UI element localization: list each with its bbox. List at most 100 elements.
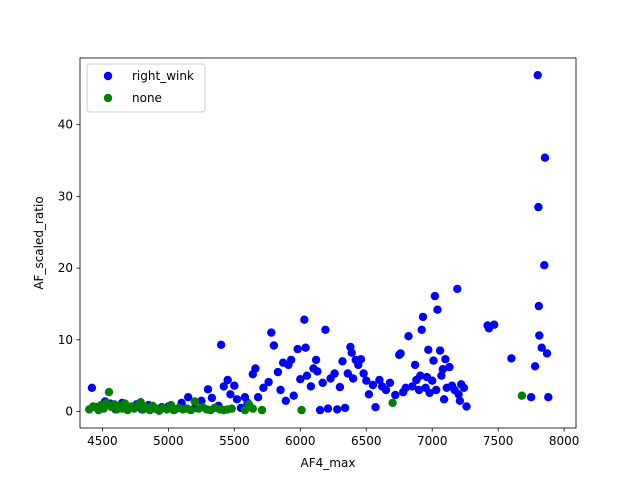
data-point-right_wink-75 <box>368 380 378 390</box>
data-point-right_wink-50 <box>302 371 312 380</box>
data-point-right_wink-113 <box>454 390 463 399</box>
data-point-right_wink-19 <box>197 396 206 405</box>
data-point-right_wink-85 <box>401 383 410 392</box>
data-point-right_wink-44 <box>286 355 296 365</box>
data-point-right_wink-33 <box>251 364 260 373</box>
data-point-right_wink-42 <box>281 396 290 405</box>
data-point-right_wink-93 <box>418 312 428 322</box>
data-point-right_wink-61 <box>333 405 342 414</box>
data-point-right_wink-104 <box>437 371 446 380</box>
data-point-right_wink-0 <box>87 383 97 392</box>
data-point-right_wink-92 <box>417 325 426 334</box>
data-point-right_wink-28 <box>232 395 242 404</box>
data-point-right_wink-54 <box>313 367 322 376</box>
data-point-right_wink-81 <box>391 390 400 400</box>
y-axis-title: AF_scaled_ratio <box>32 196 46 289</box>
data-point-right_wink-112 <box>453 284 462 294</box>
data-point-right_wink-90 <box>414 385 424 395</box>
ticks-layer: 4500 5000 5500 6000 6500 7000 7500 8000 0 10 20 30 4… <box>58 118 580 448</box>
data-point-right_wink-17 <box>184 393 193 402</box>
data-point-right_wink-73 <box>362 376 371 385</box>
data-point-none-41 <box>227 404 236 413</box>
data-point-right_wink-91 <box>416 371 425 380</box>
data-point-right_wink-60 <box>330 369 339 378</box>
y-tick-label: 0 <box>65 405 73 419</box>
data-point-right_wink-27 <box>230 381 239 390</box>
data-point-right_wink-40 <box>276 385 285 395</box>
data-point-right_wink-114 <box>455 396 465 405</box>
x-tick-label: 8000 <box>549 434 580 448</box>
x-axis-title: AF4_max <box>301 456 356 470</box>
data-point-right_wink-116 <box>459 383 469 392</box>
data-point-right_wink-100 <box>430 291 440 301</box>
data-point-right_wink-55 <box>315 405 325 415</box>
y-tick-label: 40 <box>58 118 73 132</box>
data-point-right_wink-23 <box>216 340 226 349</box>
data-point-right_wink-35 <box>259 383 268 392</box>
legend-label-none: none <box>132 91 162 105</box>
data-point-right_wink-67 <box>347 348 356 357</box>
data-point-right_wink-74 <box>364 390 374 399</box>
legend-label-right_wink: right_wink <box>132 69 194 83</box>
data-point-right_wink-20 <box>203 385 213 394</box>
data-point-none-17 <box>136 398 145 407</box>
data-point-right_wink-120 <box>490 320 499 329</box>
data-point-right_wink-68 <box>348 374 358 383</box>
data-point-right_wink-106 <box>439 395 449 404</box>
plot-area-frame <box>79 57 577 429</box>
data-point-right_wink-126 <box>534 301 543 311</box>
data-point-right_wink-64 <box>340 403 350 413</box>
data-point-right_wink-47 <box>296 375 305 384</box>
data-point-right_wink-57 <box>321 325 330 334</box>
data-point-right_wink-87 <box>408 382 417 391</box>
data-point-right_wink-26 <box>226 390 235 399</box>
data-point-right_wink-38 <box>269 341 279 350</box>
data-point-right_wink-109 <box>445 362 454 372</box>
series-none <box>85 387 527 415</box>
data-point-right_wink-71 <box>356 355 366 364</box>
data-point-right_wink-34 <box>253 393 263 402</box>
points-layer <box>85 71 553 415</box>
y-tick-label: 20 <box>58 261 73 275</box>
data-point-right_wink-80 <box>385 378 395 387</box>
data-point-right_wink-124 <box>533 71 542 80</box>
data-point-right_wink-131 <box>542 349 552 358</box>
data-point-right_wink-88 <box>410 360 420 370</box>
x-tick-label: 4500 <box>87 434 118 448</box>
data-point-none-6 <box>104 387 114 397</box>
data-point-right_wink-102 <box>433 305 442 314</box>
data-point-right_wink-77 <box>375 375 384 385</box>
data-point-right_wink-39 <box>273 367 283 377</box>
data-point-right_wink-127 <box>535 331 544 340</box>
data-point-none-44 <box>248 404 257 413</box>
data-point-right_wink-58 <box>323 404 333 413</box>
x-tick-label: 5000 <box>153 434 184 448</box>
data-point-right_wink-36 <box>264 377 273 387</box>
data-point-right_wink-101 <box>432 385 441 395</box>
data-point-none-32 <box>190 397 199 406</box>
x-tick-label: 7500 <box>483 434 514 448</box>
x-tick-label: 6000 <box>285 434 316 448</box>
data-point-right_wink-24 <box>219 382 228 391</box>
data-point-right_wink-125 <box>534 202 543 212</box>
data-point-right_wink-37 <box>267 328 276 337</box>
data-point-right_wink-72 <box>359 369 368 378</box>
data-point-none-45 <box>257 405 267 415</box>
data-point-right_wink-63 <box>338 357 347 366</box>
legend-marker-none <box>103 93 113 103</box>
data-point-right_wink-130 <box>540 153 550 162</box>
data-point-right_wink-128 <box>537 343 546 352</box>
data-point-right_wink-46 <box>293 344 302 354</box>
data-point-right_wink-122 <box>526 393 536 402</box>
data-point-right_wink-79 <box>381 385 391 395</box>
data-point-right_wink-99 <box>429 356 438 365</box>
data-point-right_wink-62 <box>335 382 345 392</box>
data-point-right_wink-53 <box>311 355 321 365</box>
legend-marker-right_wink <box>103 71 113 81</box>
data-point-right_wink-48 <box>300 315 309 324</box>
data-point-none-12 <box>120 399 130 408</box>
data-point-right_wink-98 <box>428 376 437 385</box>
